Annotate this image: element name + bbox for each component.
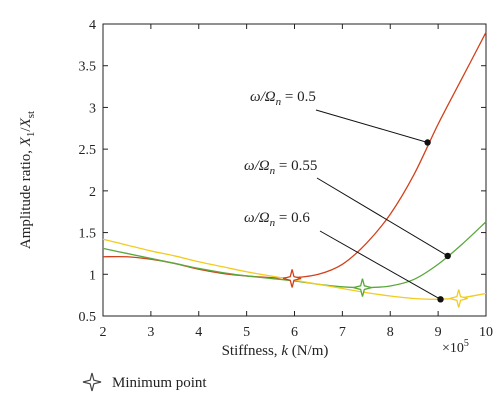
y-tick-label: 2 [89,185,96,200]
series-line-2 [102,221,487,289]
x-axis-multiplier-base: ×10 [442,341,464,356]
y-axis-label-sub2: st [25,111,37,118]
y-axis-label-main: Amplitude ratio, [18,146,34,249]
annotation-label: ω/Ωn = 0.6 [244,210,310,229]
annotation-point [437,296,444,303]
y-axis-label-sep: / [18,127,34,132]
x-axis-multiplier: ×105 [442,338,469,356]
annotation-label: ω/Ωn = 0.5 [250,89,316,108]
x-axis-label-var: k [281,343,288,359]
y-tick-label: 1.5 [79,227,97,242]
y-tick-label: 0.5 [79,310,97,325]
x-tick-label: 3 [147,325,154,340]
x-tick-label: 2 [100,325,107,340]
x-tick-label: 4 [195,325,202,340]
annotation-point [444,252,451,260]
y-axis-label-sub1: 1 [25,132,37,138]
x-axis-label: Stiffness, k (N/m) [222,343,329,359]
x-axis-label-unit: (N/m) [288,343,328,359]
y-axis-label-var2: X [18,117,34,128]
y-tick-label: 4 [89,18,96,33]
x-tick-label: 5 [243,325,250,340]
y-tick-label: 3.5 [79,60,97,75]
legend: Minimum point [82,372,207,392]
annotation-point [424,139,431,146]
minimum-point-star-icon [282,269,302,288]
x-axis-label-main: Stiffness, [222,343,282,359]
x-tick-label: 8 [387,325,394,340]
x-tick-label: 6 [291,325,298,340]
annotation-leader-line [316,177,448,257]
minimum-point-star-icon [353,278,372,297]
x-axis-multiplier-exp: 5 [464,338,469,349]
y-axis-label-var: X [18,136,34,147]
y-axis-label: Amplitude ratio, X1/Xst [18,111,37,249]
annotation-leader-line [319,230,441,300]
series-line-1 [102,32,487,279]
legend-star-icon [82,372,102,392]
series-line-3 [102,238,487,300]
y-tick-label: 1 [89,268,96,283]
y-tick-label: 3 [89,101,96,116]
x-tick-label: 9 [435,325,442,340]
minimum-point-star-icon [449,289,468,308]
y-tick-label: 2.5 [79,143,97,158]
x-tick-label: 10 [479,325,493,340]
annotation-leader-line [315,109,428,143]
annotation-label: ω/Ωn = 0.55 [244,158,317,177]
x-tick-label: 7 [339,325,346,340]
legend-label: Minimum point [112,375,207,391]
